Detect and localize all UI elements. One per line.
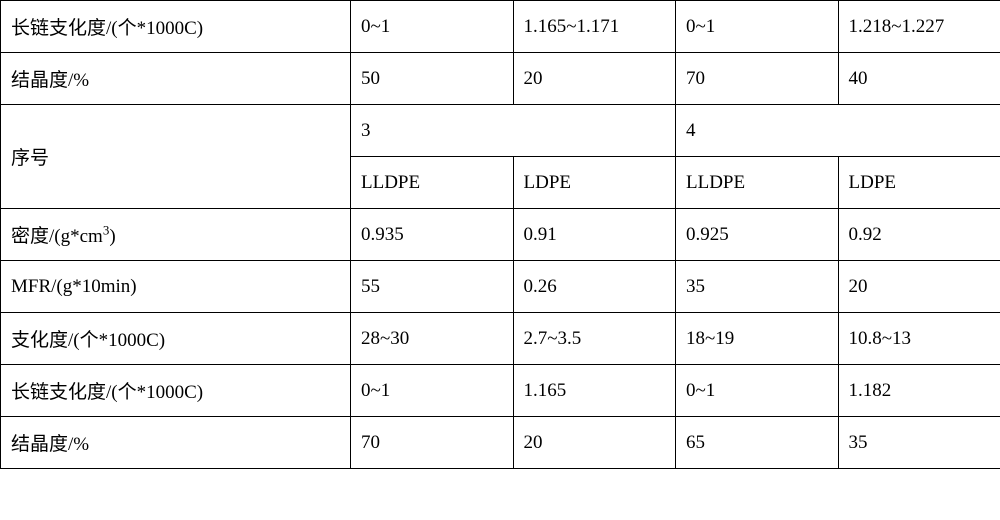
table-row: 结晶度/% 50 20 70 40: [1, 53, 1000, 105]
row-label: 支化度/(个*1000C): [1, 313, 351, 365]
cell: 50: [351, 53, 514, 105]
cell: 20: [838, 261, 1000, 313]
cell: 0~1: [676, 365, 839, 417]
cell: LDPE: [838, 157, 1000, 209]
table-row: 密度/(g*cm3) 0.935 0.91 0.925 0.92: [1, 209, 1000, 261]
cell: 20: [513, 417, 676, 469]
cell: 18~19: [676, 313, 839, 365]
table-row: 序号 3 4: [1, 105, 1000, 157]
cell: 1.165: [513, 365, 676, 417]
table-row: 结晶度/% 70 20 65 35: [1, 417, 1000, 469]
cell: 35: [838, 417, 1000, 469]
cell: 0~1: [351, 365, 514, 417]
cell: 55: [351, 261, 514, 313]
row-label: MFR/(g*10min): [1, 261, 351, 313]
cell: 1.182: [838, 365, 1000, 417]
cell: LLDPE: [351, 157, 514, 209]
cell: 2.7~3.5: [513, 313, 676, 365]
cell-merged: 4: [676, 105, 1000, 157]
cell: 10.8~13: [838, 313, 1000, 365]
cell: 65: [676, 417, 839, 469]
label-text: 密度/(g*cm: [11, 226, 103, 247]
table-row: 长链支化度/(个*1000C) 0~1 1.165~1.171 0~1 1.21…: [1, 1, 1000, 53]
cell: 0.26: [513, 261, 676, 313]
row-label: 长链支化度/(个*1000C): [1, 365, 351, 417]
cell: LLDPE: [676, 157, 839, 209]
cell: 0.925: [676, 209, 839, 261]
row-label: 长链支化度/(个*1000C): [1, 1, 351, 53]
cell: 0.91: [513, 209, 676, 261]
table-row: MFR/(g*10min) 55 0.26 35 20: [1, 261, 1000, 313]
table-row: 支化度/(个*1000C) 28~30 2.7~3.5 18~19 10.8~1…: [1, 313, 1000, 365]
row-label: 密度/(g*cm3): [1, 209, 351, 261]
cell: 1.218~1.227: [838, 1, 1000, 53]
cell: 0~1: [351, 1, 514, 53]
cell: LDPE: [513, 157, 676, 209]
table-row: 长链支化度/(个*1000C) 0~1 1.165 0~1 1.182: [1, 365, 1000, 417]
row-label: 序号: [1, 105, 351, 209]
cell: 0~1: [676, 1, 839, 53]
cell: 35: [676, 261, 839, 313]
label-text: ): [109, 226, 115, 247]
cell: 28~30: [351, 313, 514, 365]
cell-merged: 3: [351, 105, 676, 157]
cell: 40: [838, 53, 1000, 105]
row-label: 结晶度/%: [1, 417, 351, 469]
row-label: 结晶度/%: [1, 53, 351, 105]
cell: 70: [676, 53, 839, 105]
cell: 20: [513, 53, 676, 105]
cell: 0.935: [351, 209, 514, 261]
cell: 0.92: [838, 209, 1000, 261]
data-table: 长链支化度/(个*1000C) 0~1 1.165~1.171 0~1 1.21…: [0, 0, 1000, 469]
cell: 1.165~1.171: [513, 1, 676, 53]
cell: 70: [351, 417, 514, 469]
